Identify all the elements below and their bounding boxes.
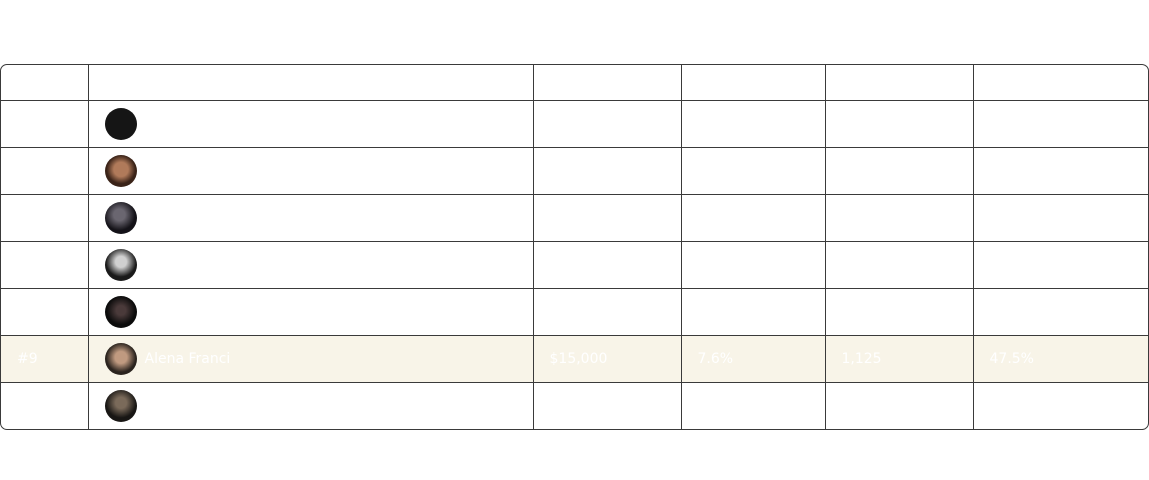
row[interactable] <box>1 193 1148 241</box>
leaderboard-table: #9 Alena Franci $15,000 7.6% 1,125 47.5% <box>0 64 1149 430</box>
row[interactable] <box>1 240 1148 288</box>
rank: #9 <box>1 334 88 382</box>
avatar <box>104 389 137 422</box>
avatar <box>104 295 137 328</box>
row[interactable] <box>1 287 1148 335</box>
percent: 47.5% <box>972 334 1148 382</box>
table: #9 Alena Franci $15,000 7.6% 1,125 47.5% <box>1 65 1148 429</box>
user-name: Alena Franci <box>144 350 231 367</box>
highlighted-row[interactable]: #9 Alena Franci $15,000 7.6% 1,125 47.5% <box>1 334 1148 382</box>
row[interactable] <box>1 146 1148 194</box>
avatar <box>104 201 137 234</box>
avatar <box>104 154 137 187</box>
row[interactable] <box>1 381 1148 429</box>
avatar <box>104 342 137 375</box>
row[interactable] <box>1 99 1148 147</box>
user-cell: Alena Franci <box>87 334 533 382</box>
avatar <box>104 107 137 140</box>
amount: $15,000 <box>532 334 681 382</box>
avatar <box>104 248 137 281</box>
header-row <box>1 65 1148 100</box>
rate: 7.6% <box>680 334 825 382</box>
count: 1,125 <box>824 334 973 382</box>
